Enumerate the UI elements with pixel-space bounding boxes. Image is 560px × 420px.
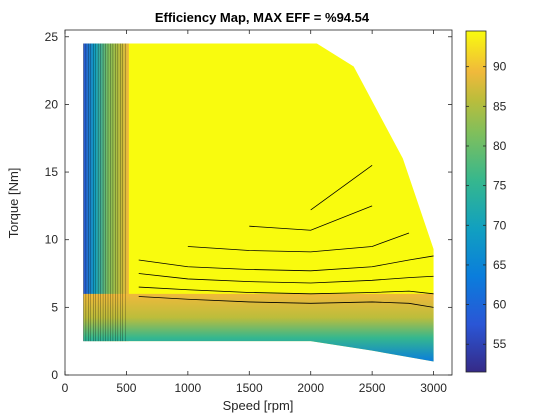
- colorbar-tick-label: 55: [493, 337, 507, 351]
- x-axis-label: Speed [rpm]: [223, 398, 294, 413]
- x-tick-label: 500: [116, 381, 136, 395]
- y-tick-label: 15: [45, 165, 59, 179]
- y-tick-label: 20: [45, 97, 59, 111]
- low-torque-efficiency-band: [83, 293, 434, 362]
- efficiency-contour-line: [187, 232, 410, 253]
- efficiency-region: [83, 43, 434, 362]
- y-axis-label: Torque [Nm]: [6, 168, 21, 239]
- efficiency-contour-layer: [83, 43, 434, 362]
- efficiency-contour-line: [138, 273, 434, 284]
- y-tick-label: 25: [45, 30, 59, 44]
- x-tick-label: 0: [62, 381, 69, 395]
- x-axis-ticks: 0 500 1000 1500 2000 2500 3000: [62, 30, 447, 395]
- colorbar-tick-label: 70: [493, 218, 507, 232]
- efficiency-contour-line: [310, 164, 373, 211]
- y-axis-ticks: 0 5 10 15 20 25: [45, 30, 452, 382]
- colorbar-ticks: 55 60 65 70 75 80 85 90: [466, 60, 507, 351]
- x-tick-label: 2000: [297, 381, 324, 395]
- colorbar-tick-label: 80: [493, 139, 507, 153]
- chart-title: Efficiency Map, MAX EFF = %94.54: [155, 10, 370, 25]
- y-tick-label: 0: [51, 368, 58, 382]
- x-tick-label: 3000: [420, 381, 447, 395]
- colorbar-tick-label: 75: [493, 179, 507, 193]
- colorbar-tick-label: 85: [493, 99, 507, 113]
- x-tick-label: 1500: [236, 381, 263, 395]
- colorbar: [465, 30, 487, 373]
- efficiency-contour-line: [138, 255, 434, 272]
- y-tick-label: 10: [45, 233, 59, 247]
- x-tick-label: 1000: [175, 381, 202, 395]
- y-tick-label: 5: [51, 300, 58, 314]
- colorbar-tick-label: 90: [493, 60, 507, 74]
- efficiency-contour-line: [138, 286, 434, 295]
- efficiency-contour-line: [138, 296, 434, 308]
- plot-frame: [64, 29, 453, 376]
- colorbar-tick-label: 65: [493, 258, 507, 272]
- low-speed-efficiency-band: [83, 43, 129, 342]
- x-tick-label: 2500: [359, 381, 386, 395]
- colorbar-tick-label: 60: [493, 298, 507, 312]
- efficiency-contour-line: [249, 205, 373, 231]
